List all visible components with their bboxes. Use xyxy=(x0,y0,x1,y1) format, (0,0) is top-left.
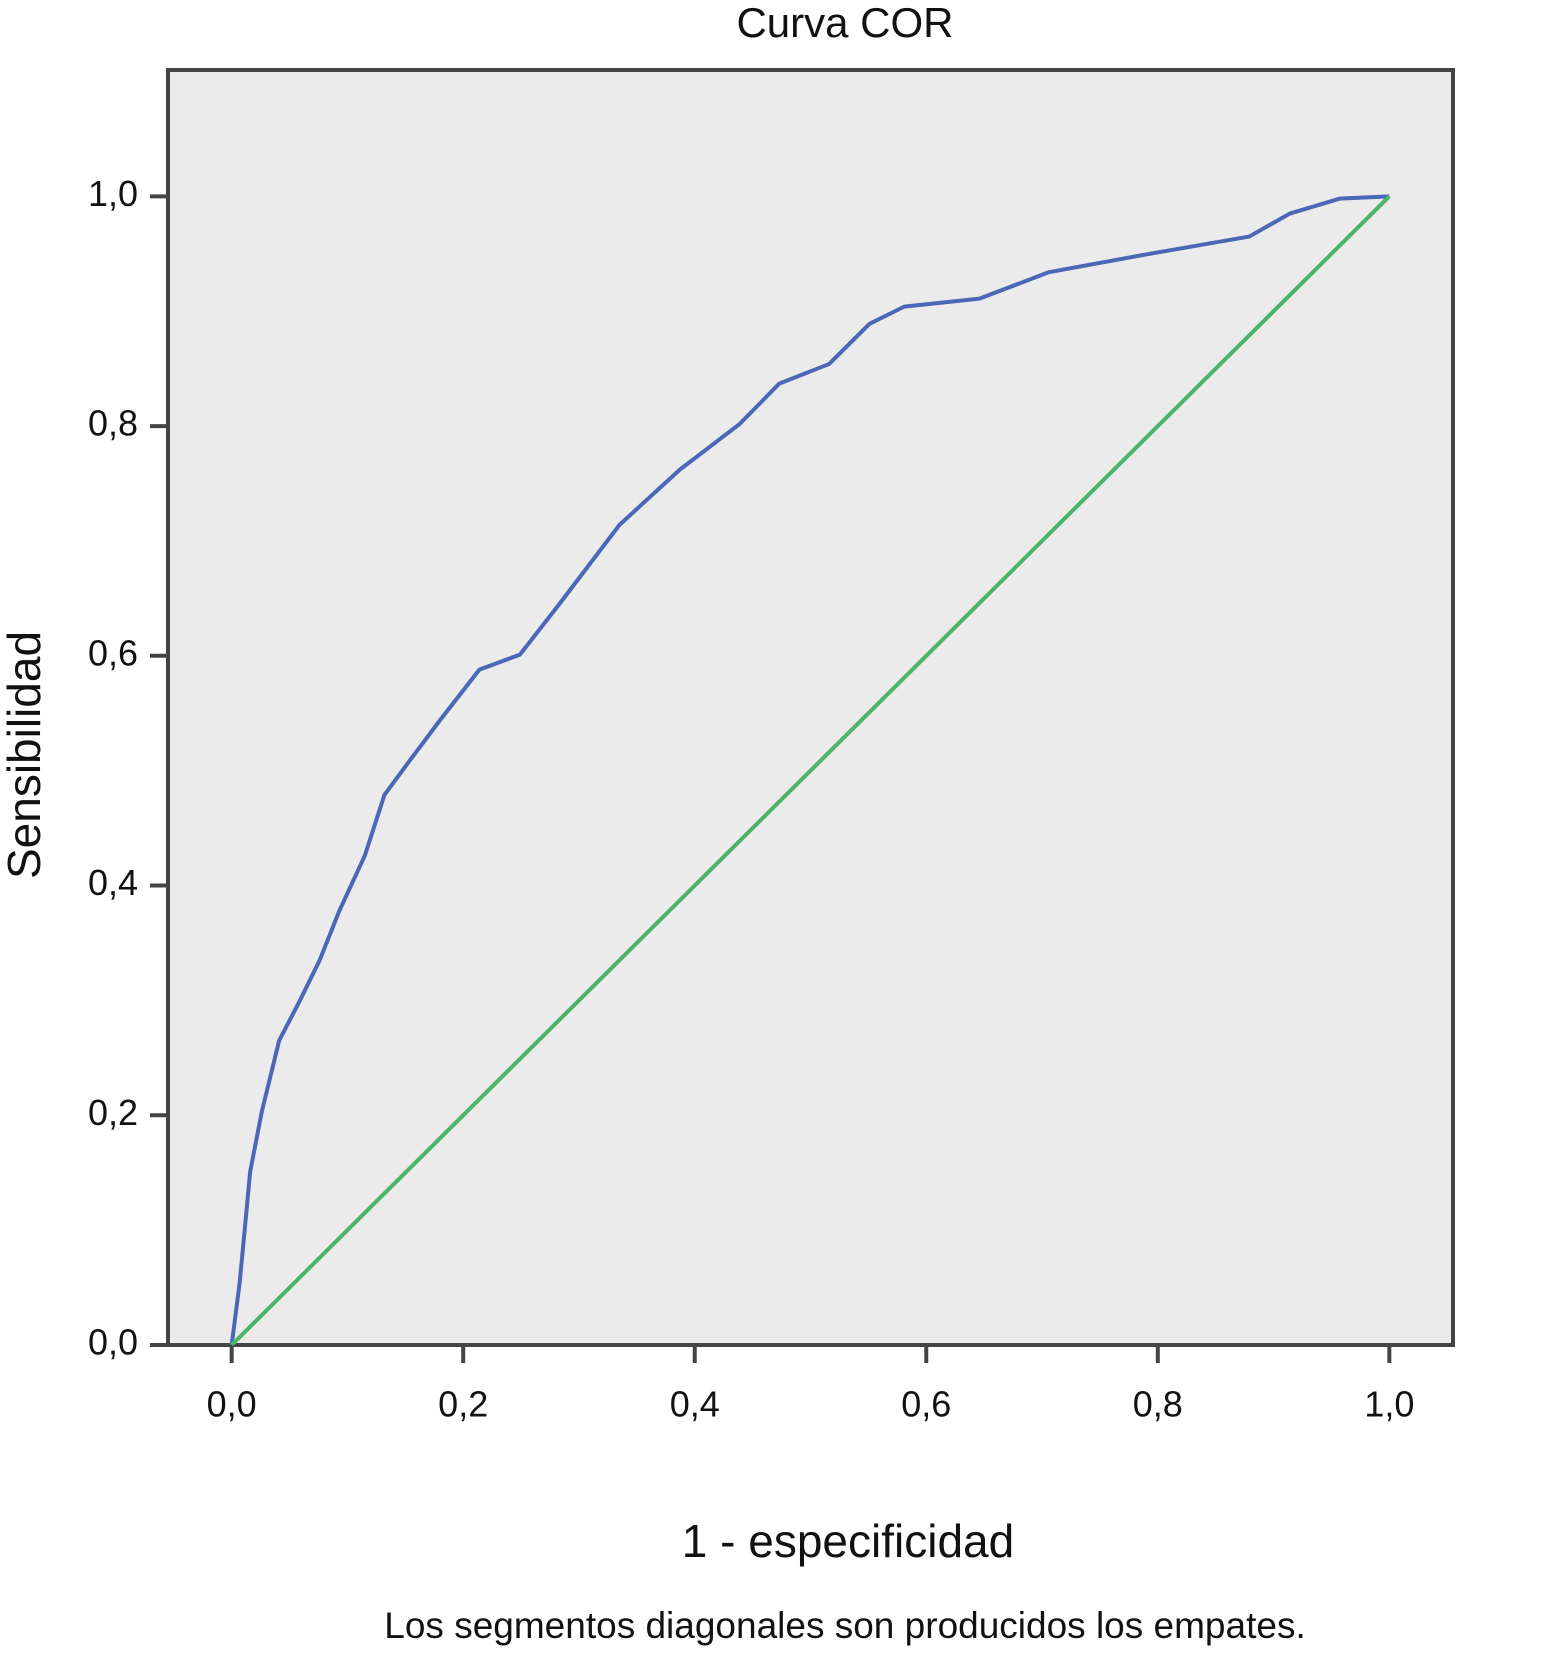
x-tick-label: 0,2 xyxy=(438,1384,488,1425)
y-tick-label: 0,8 xyxy=(88,403,138,444)
footnote: Los segmentos diagonales son producidos … xyxy=(384,1605,1305,1646)
y-tick-label: 0,6 xyxy=(88,632,138,673)
x-tick-label: 1,0 xyxy=(1364,1384,1414,1425)
roc-line xyxy=(229,194,1390,1346)
y-tick-label: 0,0 xyxy=(88,1322,138,1363)
x-axis-label: 1 - especificidad xyxy=(682,1515,1014,1567)
y-axis-label: Sensibilidad xyxy=(0,631,50,879)
x-tick-label: 0,6 xyxy=(901,1384,951,1425)
roc-line xyxy=(230,194,1391,1347)
x-tick-label: 0,4 xyxy=(670,1384,720,1425)
y-tick-label: 0,2 xyxy=(88,1092,138,1133)
y-tick-label: 0,4 xyxy=(88,862,138,903)
y-tick-label: 1,0 xyxy=(88,173,138,214)
plot-area xyxy=(166,68,1455,1347)
x-tick-label: 0,0 xyxy=(207,1384,257,1425)
x-tick-label: 0,8 xyxy=(1133,1384,1183,1425)
chart-title: Curva COR xyxy=(736,0,953,46)
